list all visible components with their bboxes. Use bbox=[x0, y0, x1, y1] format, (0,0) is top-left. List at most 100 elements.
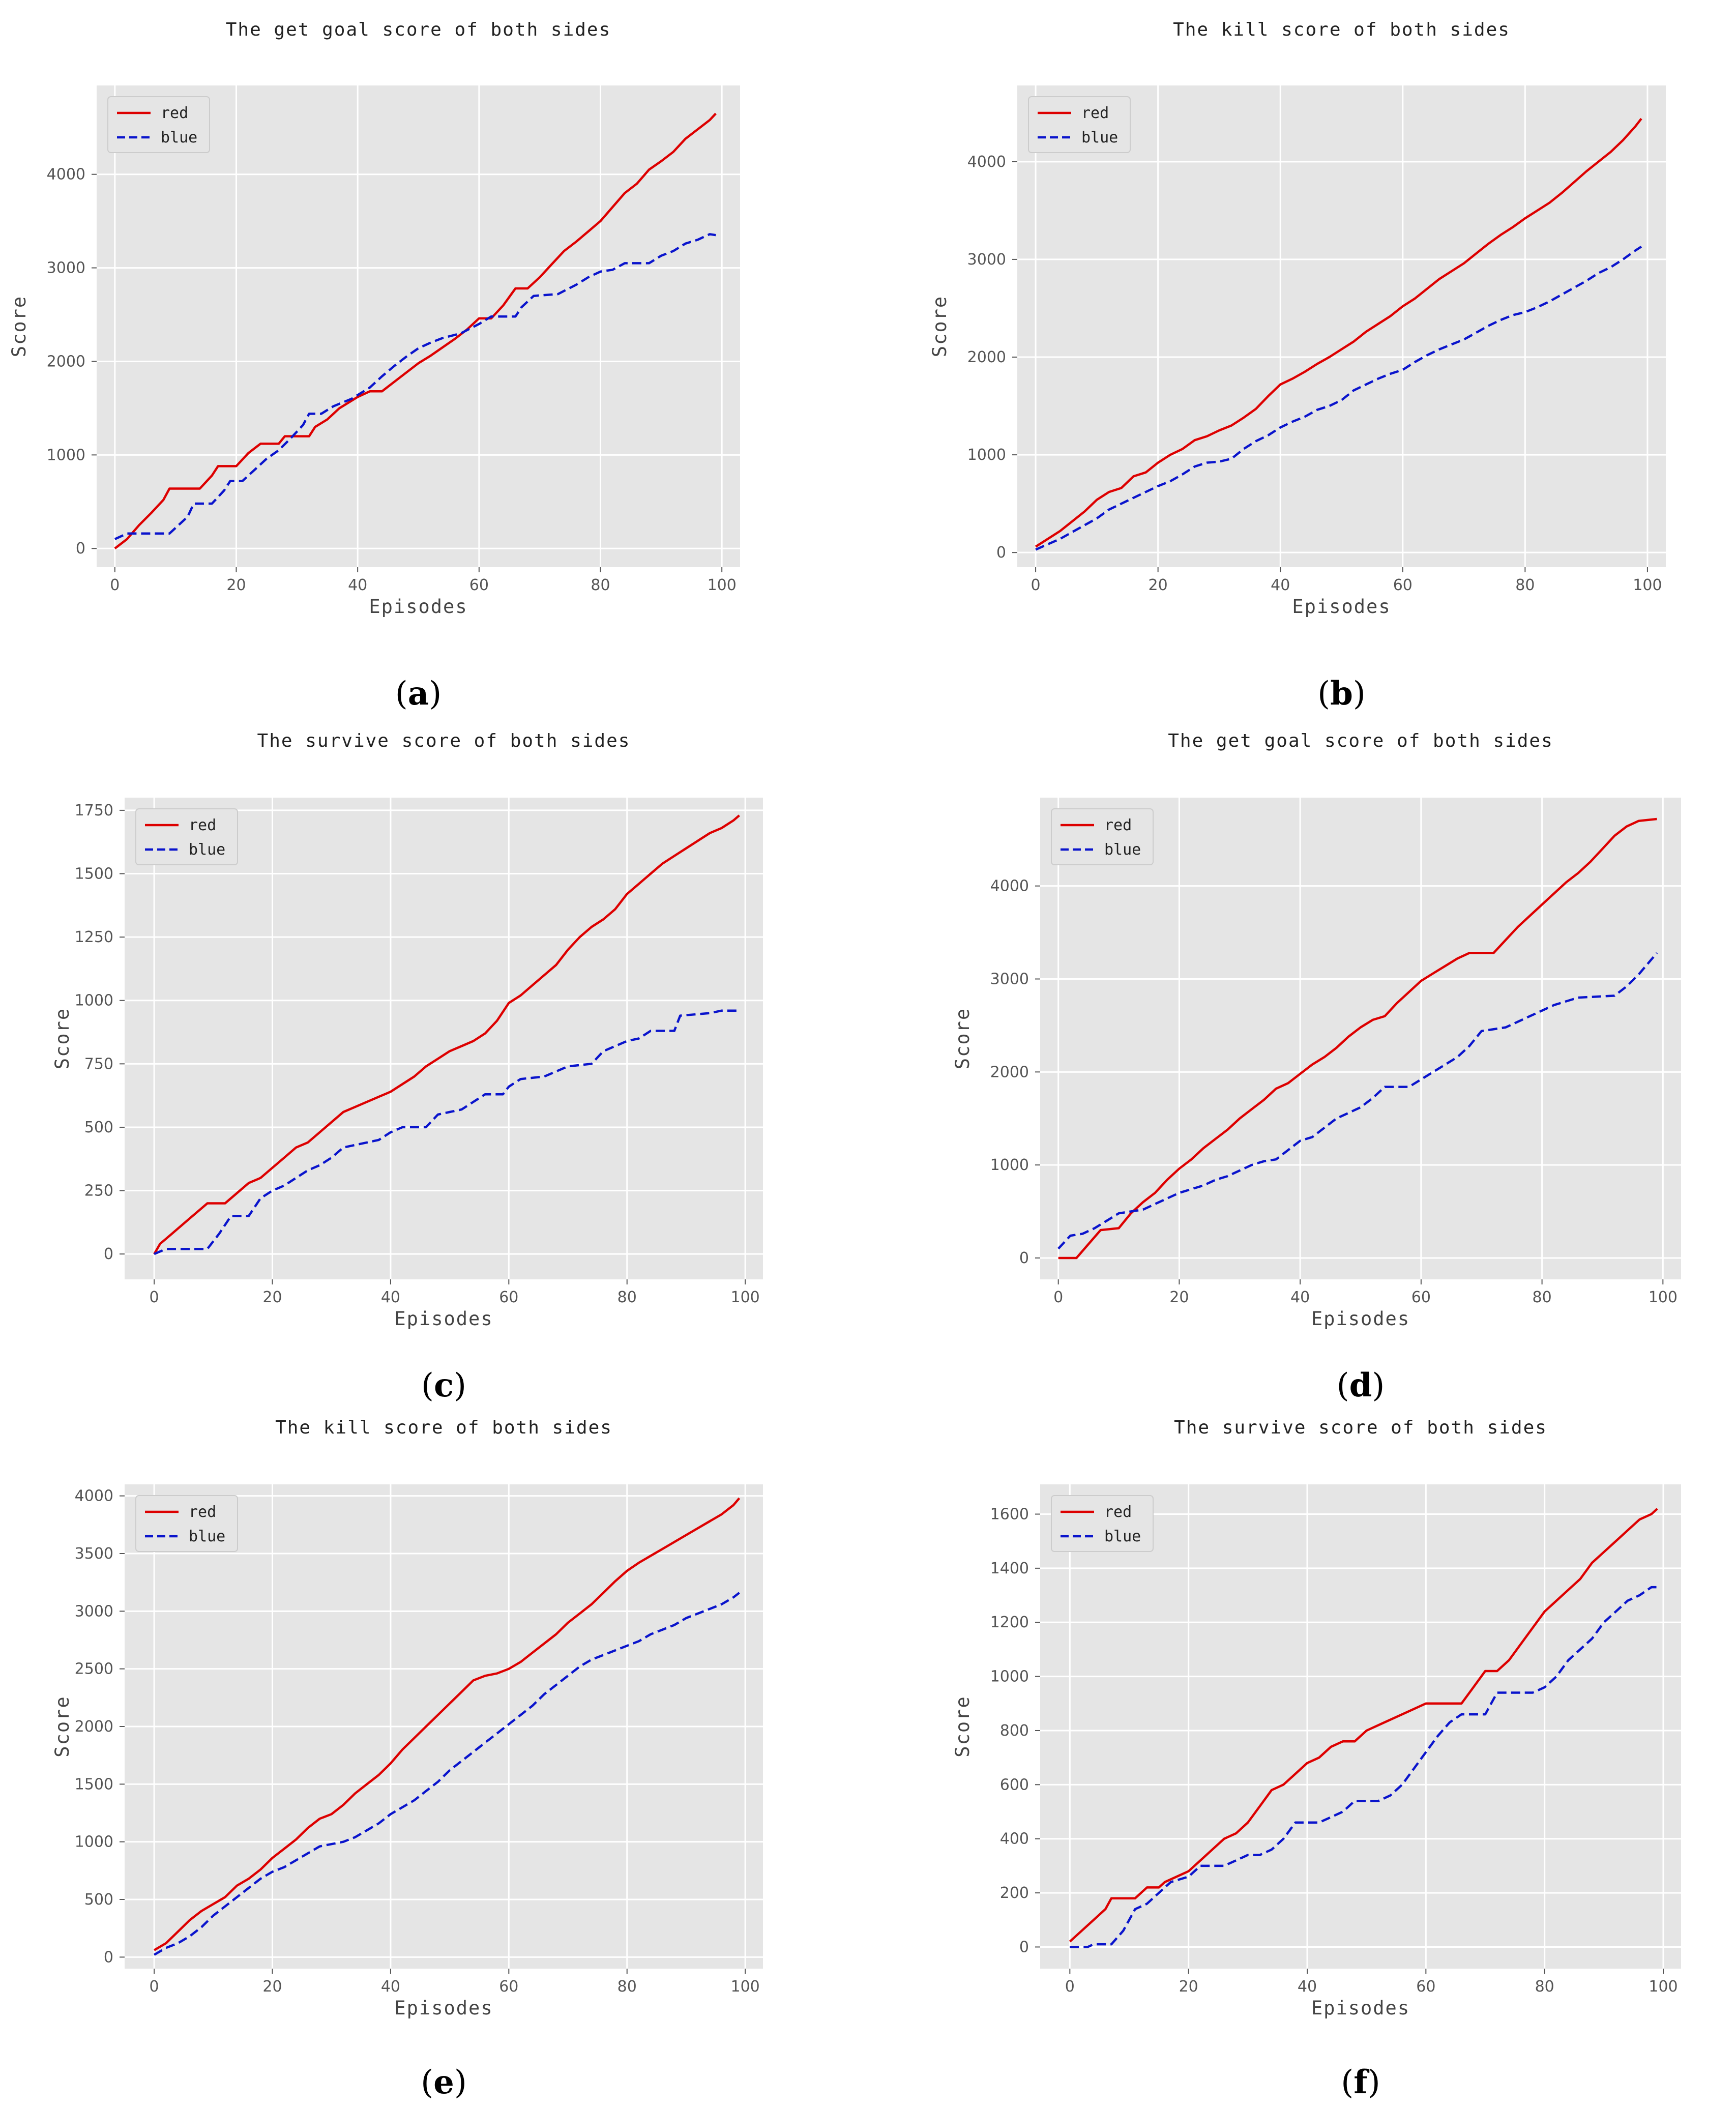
chart-panel-c: The survive score of both sides 0 20 40 60 80… bbox=[51, 730, 763, 1404]
x-tick-label: 100 bbox=[1633, 576, 1662, 594]
x-tick-label: 100 bbox=[1649, 1289, 1678, 1306]
y-tick-label: 1400 bbox=[990, 1560, 1029, 1577]
chart-title: The get goal score of both sides bbox=[226, 19, 611, 40]
plot-area bbox=[125, 798, 763, 1279]
x-tick-label: 0 bbox=[110, 576, 120, 594]
x-axis-label: Episodes bbox=[394, 1997, 493, 2019]
x-axis-label: Episodes bbox=[1292, 596, 1391, 618]
y-tick-label: 0 bbox=[1019, 1938, 1029, 1956]
y-axis-label: Score bbox=[51, 1695, 73, 1757]
x-axis-label: Episodes bbox=[1311, 1308, 1410, 1330]
y-tick-label: 1750 bbox=[75, 802, 113, 820]
y-tick-label: 4000 bbox=[967, 153, 1006, 171]
x-tick-label: 40 bbox=[381, 1289, 400, 1306]
x-tick-label: 40 bbox=[1271, 576, 1290, 594]
x-tick-label: 60 bbox=[499, 1978, 518, 1996]
chart-panel-e: The kill score of both sides 0 20 40 60 80 100… bbox=[51, 1417, 763, 2101]
y-tick-label: 500 bbox=[84, 1119, 113, 1136]
legend-box bbox=[1051, 1495, 1154, 1552]
legend-label-blue: blue bbox=[189, 841, 225, 859]
legend-label-red: red bbox=[1104, 1503, 1132, 1521]
y-axis-label: Score bbox=[51, 1008, 73, 1069]
series-line-blue bbox=[114, 233, 716, 540]
x-tick-label: 80 bbox=[591, 576, 610, 594]
x-tick-label: 20 bbox=[1169, 1289, 1189, 1306]
legend-box bbox=[1051, 808, 1154, 865]
y-tick-label: 0 bbox=[1019, 1249, 1029, 1267]
x-tick-label: 60 bbox=[1416, 1978, 1435, 1996]
x-tick-label: 20 bbox=[226, 576, 246, 594]
legend-label-red: red bbox=[1104, 816, 1132, 834]
y-tick-label: 2000 bbox=[47, 353, 85, 370]
y-tick-label: 3500 bbox=[75, 1545, 113, 1563]
chart-panel-f: The survive score of both sides 0 20 40 60 80… bbox=[952, 1417, 1681, 2101]
y-tick-label: 500 bbox=[84, 1891, 113, 1909]
series-line-red bbox=[1035, 118, 1642, 548]
y-tick-label: 400 bbox=[1000, 1830, 1029, 1848]
y-tick-label: 3000 bbox=[967, 251, 1006, 269]
x-tick-label: 80 bbox=[1533, 1289, 1552, 1306]
series-line-blue bbox=[154, 1009, 740, 1255]
y-axis-label: Score bbox=[952, 1695, 974, 1757]
series-line-blue bbox=[1035, 246, 1642, 551]
x-tick-label: 60 bbox=[1411, 1289, 1431, 1306]
y-tick-label: 200 bbox=[1000, 1884, 1029, 1902]
series-line-red bbox=[1058, 817, 1657, 1260]
legend-label-red: red bbox=[189, 1503, 216, 1521]
y-tick-label: 1000 bbox=[75, 992, 113, 1010]
x-tick-label: 20 bbox=[1179, 1978, 1198, 1996]
y-tick-label: 1000 bbox=[47, 446, 85, 464]
y-tick-label: 4000 bbox=[990, 877, 1029, 895]
panel-caption: (d) bbox=[1337, 1366, 1385, 1404]
y-tick-label: 1000 bbox=[990, 1668, 1029, 1686]
chart-title: The get goal score of both sides bbox=[1168, 730, 1553, 751]
y-tick-label: 1500 bbox=[75, 1775, 113, 1793]
legend-label-blue: blue bbox=[1104, 841, 1141, 859]
x-tick-label: 80 bbox=[617, 1978, 637, 1996]
panel-caption: (c) bbox=[421, 1366, 466, 1404]
y-tick-label: 4000 bbox=[47, 166, 85, 184]
chart-panel-b: The kill score of both sides 0 20 40 60 80 100… bbox=[929, 19, 1666, 713]
chart-title: The survive score of both sides bbox=[1174, 1417, 1547, 1438]
legend-box bbox=[135, 808, 238, 865]
legend-box bbox=[135, 1495, 238, 1552]
legend-label-red: red bbox=[1081, 104, 1109, 122]
y-tick-label: 3000 bbox=[47, 259, 85, 277]
panel-caption: (f) bbox=[1341, 2063, 1380, 2101]
y-tick-label: 4000 bbox=[75, 1487, 113, 1505]
chart-panel-d: The get goal score of both sides 0 20 40 60 8… bbox=[952, 730, 1681, 1404]
series-line-red bbox=[114, 112, 717, 549]
chart-title: The kill score of both sides bbox=[275, 1417, 612, 1438]
x-tick-label: 40 bbox=[381, 1978, 400, 1996]
panel-caption: (b) bbox=[1317, 675, 1366, 713]
x-tick-label: 40 bbox=[1298, 1978, 1317, 1996]
y-tick-label: 2000 bbox=[75, 1718, 113, 1736]
legend-label-blue: blue bbox=[161, 129, 197, 147]
y-tick-label: 250 bbox=[84, 1182, 113, 1200]
legend-label-blue: blue bbox=[189, 1528, 225, 1545]
series-line-red bbox=[153, 814, 740, 1255]
y-tick-label: 600 bbox=[1000, 1776, 1029, 1794]
x-tick-label: 60 bbox=[469, 576, 489, 594]
x-axis-label: Episodes bbox=[369, 596, 467, 618]
y-tick-label: 2000 bbox=[990, 1063, 1029, 1081]
series-line-blue bbox=[1057, 952, 1658, 1250]
legend-label-red: red bbox=[161, 104, 188, 122]
x-tick-label: 0 bbox=[1065, 1978, 1075, 1996]
y-tick-label: 1000 bbox=[967, 446, 1006, 464]
y-tick-label: 1500 bbox=[75, 865, 113, 883]
x-tick-label: 100 bbox=[708, 576, 737, 594]
x-tick-label: 20 bbox=[262, 1289, 282, 1306]
x-tick-label: 60 bbox=[499, 1289, 518, 1306]
chart-panel-a: The get goal score of both sides 0 20 40 60 8… bbox=[8, 19, 740, 713]
y-tick-label: 750 bbox=[84, 1055, 113, 1073]
y-axis-label: Score bbox=[8, 296, 30, 357]
chart-title: The kill score of both sides bbox=[1173, 19, 1510, 40]
y-tick-label: 1600 bbox=[990, 1506, 1029, 1524]
y-tick-label: 2500 bbox=[75, 1660, 113, 1678]
x-tick-label: 40 bbox=[1290, 1289, 1310, 1306]
x-tick-label: 0 bbox=[150, 1978, 159, 1996]
x-tick-label: 80 bbox=[1535, 1978, 1554, 1996]
plot-area bbox=[1017, 85, 1666, 567]
